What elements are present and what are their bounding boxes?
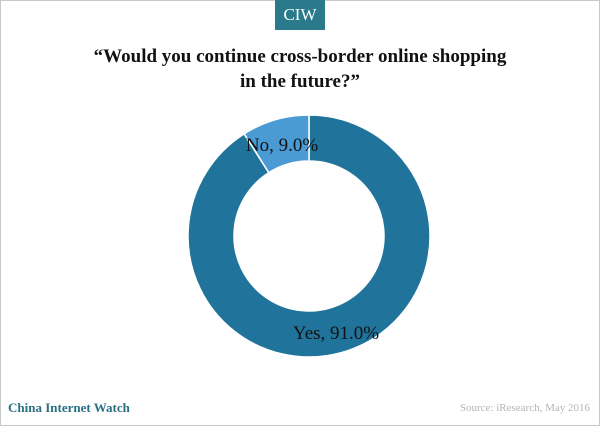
donut-slices <box>187 114 431 358</box>
chart-title: “Would you continue cross-border online … <box>93 46 507 92</box>
footer-brand: China Internet Watch <box>8 400 130 415</box>
slice-yes <box>187 114 431 358</box>
brand-tab: CIW <box>275 0 325 30</box>
slice-no <box>243 114 310 174</box>
source-note: Source: iResearch, May 2016 <box>459 402 590 414</box>
slice-label-no: No, 9.0% <box>246 135 318 156</box>
slice-label-yes: Yes, 91.0% <box>293 323 379 344</box>
slice-labels: Yes, 91.0% No, 9.0% <box>246 135 379 344</box>
